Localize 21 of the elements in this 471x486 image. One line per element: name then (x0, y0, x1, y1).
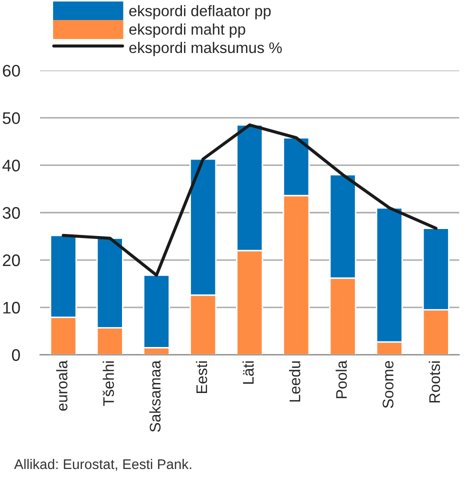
legend-label: ekspordi maht pp (129, 23, 246, 38)
x-tick-label: Leedu (289, 361, 300, 402)
x-tick-label: Soome (382, 361, 394, 408)
x-tick-label: Eesti (196, 361, 208, 394)
x-tick-label: Saksamaa (149, 360, 161, 432)
legend-label: ekspordi maksumus % (129, 42, 282, 56)
line-series (62, 123, 438, 277)
y-tick-label: 50 (2, 112, 20, 124)
y-tick-label: 40 (2, 160, 20, 172)
y-tick-label: 20 (2, 254, 20, 266)
y-tick-label: 30 (2, 207, 20, 219)
x-tick-label: Rootsi (428, 361, 440, 402)
x-tick-label: Poola (336, 360, 347, 398)
text: Allikad: Eurostat, Eesti Pank. (14, 458, 192, 471)
x-tick-label: euroala (56, 360, 68, 411)
x-tick-label: Läti (242, 361, 254, 384)
y-tick-label: 10 (3, 302, 20, 314)
y-tick-label: 60 (2, 64, 20, 77)
x-tick-label: Tšehhi (102, 361, 114, 406)
legend-label: ekspordi deflaator pp (129, 5, 271, 20)
y-tick-label: 0 (12, 349, 20, 361)
